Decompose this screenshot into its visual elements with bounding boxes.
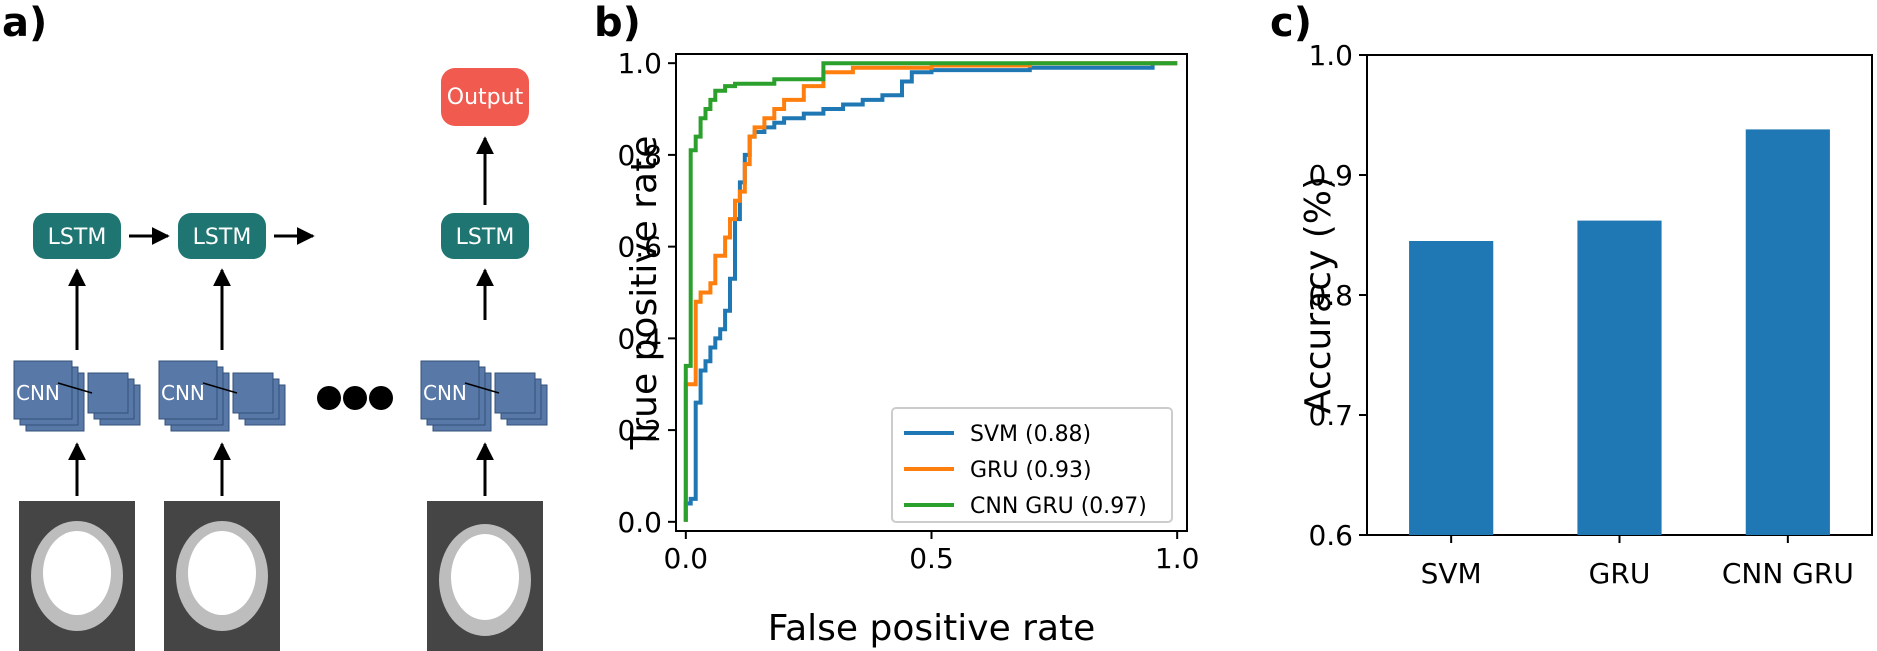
bar-ytick-label: 0.8: [1308, 279, 1353, 312]
roc-series-line-3: [683, 61, 1178, 522]
roc-legend: [891, 407, 1173, 523]
bar-1: [1409, 241, 1494, 535]
output-label: Output: [447, 85, 524, 110]
roc-ytick-label: 0.0: [617, 506, 662, 539]
bar-ylabel: Accuracy (%): [1298, 176, 1339, 414]
roc-ytick-label: 0.8: [617, 139, 662, 172]
accuracy-bar-chart: 0.6 0.7 0.8 0.9 1.0 SVM GRU CNN GRU Accuracy (%): [1298, 39, 1873, 590]
lstm-label-2: LSTM: [193, 225, 252, 250]
cnn-block-1: CNN: [13, 360, 141, 432]
panel-label-b: b): [594, 0, 641, 46]
cnn-lstm-diagram: Output LSTM LSTM LSTM CNN: [13, 68, 548, 651]
cnn-block-3: CNN: [420, 360, 548, 432]
roc-series-line-2: [683, 61, 1178, 522]
cnn-label-1: CNN: [16, 381, 60, 405]
roc-ylabel: True positive rate: [624, 136, 665, 451]
roc-ytick-label: 1.0: [617, 47, 662, 80]
roc-xtick-label: 1.0: [1155, 542, 1200, 575]
roc-xtick-label: 0.5: [909, 542, 954, 575]
lstm-label-1: LSTM: [48, 225, 107, 250]
bar-2: [1577, 220, 1662, 535]
bar-xtick-label: SVM: [1421, 557, 1482, 590]
cnn-block-2: CNN: [158, 360, 286, 432]
panel-label-c: c): [1270, 0, 1312, 46]
ellipsis-dot-1: [317, 386, 341, 410]
output-box: [441, 68, 529, 126]
input-image-2: [164, 501, 280, 651]
lstm-box-1: [33, 213, 121, 259]
roc-legend-label: CNN GRU (0.97): [970, 494, 1147, 519]
bar-ytick-label: 0.6: [1308, 519, 1353, 552]
panel-label-a: a): [2, 0, 47, 46]
input-image-3: [427, 501, 543, 651]
roc-ytick-label: 0.2: [617, 414, 662, 447]
roc-xlabel: False positive rate: [768, 608, 1096, 649]
roc-legend-label: GRU (0.93): [970, 458, 1092, 483]
roc-chart: 0.0 0.5 1.0 0.0 0.2 0.4 0.6 0.8 1.0 False positiv…: [617, 47, 1199, 649]
roc-ytick-label: 0.4: [617, 322, 662, 355]
bar-ytick-label: 1.0: [1308, 39, 1353, 72]
ellipsis-dot-3: [369, 386, 393, 410]
lstm-box-3: [441, 213, 529, 259]
roc-ytick-label: 0.6: [617, 231, 662, 264]
roc-legend-label: SVM (0.88): [970, 422, 1091, 447]
bar-xtick-label: CNN GRU: [1722, 557, 1854, 590]
bar-xtick-label: GRU: [1589, 557, 1651, 590]
lstm-label-3: LSTM: [456, 225, 515, 250]
input-image-1: [19, 501, 135, 651]
ellipsis-dot-2: [343, 386, 367, 410]
bar-ytick-label: 0.7: [1308, 399, 1353, 432]
roc-xtick-label: 0.0: [664, 542, 709, 575]
lstm-box-2: [178, 213, 266, 259]
cnn-label-3: CNN: [423, 381, 467, 405]
cnn-label-2: CNN: [161, 381, 205, 405]
bar-3: [1745, 129, 1830, 535]
bar-ytick-label: 0.9: [1308, 159, 1353, 192]
